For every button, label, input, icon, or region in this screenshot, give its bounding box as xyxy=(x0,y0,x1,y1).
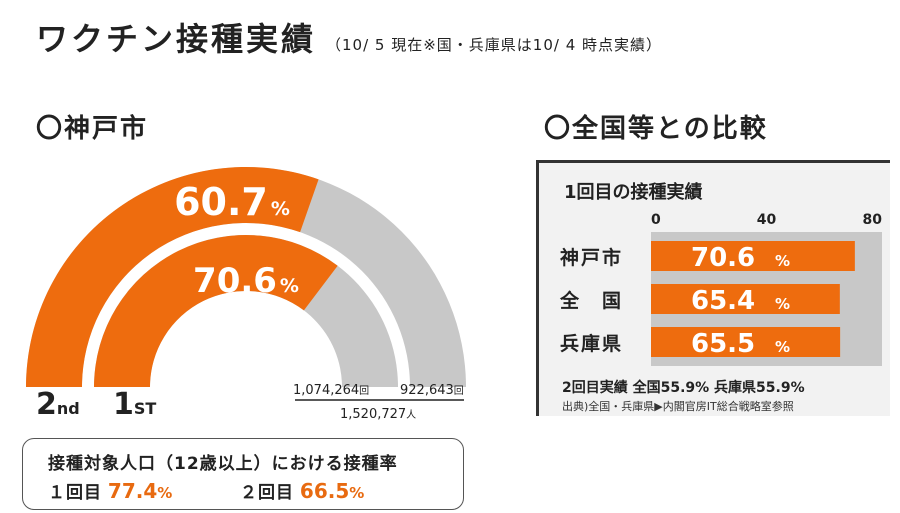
x-tick-label: 0 xyxy=(651,212,661,228)
second-dose-comparison-note: 2回目実績 全国55.9% 兵庫県55.9% xyxy=(562,380,805,396)
bar-chart-title: 1回目の接種実績 xyxy=(564,181,703,203)
page-subtitle: （10/ 5 現在※国・兵庫県は10/ 4 時点実績） xyxy=(326,36,663,54)
first-dose-count: 922,643回 xyxy=(400,383,464,398)
x-tick-label: 80 xyxy=(863,212,883,228)
second-dose-rate-label: ２回目 xyxy=(240,483,294,503)
inner-ring-value-label: 70.6% xyxy=(193,261,299,301)
category-label: 神戸市 xyxy=(560,246,623,269)
population-rate-box xyxy=(22,438,464,510)
first-dose-label: 1ST xyxy=(113,387,156,422)
population-rate-title: 接種対象人口（12歳以上）における接種率 xyxy=(48,454,398,474)
category-label: 全 国 xyxy=(559,289,623,312)
first-dose-rate-label: １回目 xyxy=(48,483,102,503)
second-dose-rate-value: 66.5 xyxy=(299,479,350,503)
kobe-gauge-chart: 60.7% 70.6% 2nd 1ST 1,074,264回 922,643回 … xyxy=(26,167,466,422)
second-dose-rate: ２回目 66.5% xyxy=(240,478,364,503)
outer-ring-unit: % xyxy=(271,198,290,220)
population-count: 1,520,727人 xyxy=(340,407,416,422)
bar-value-label: 65.4 xyxy=(691,286,755,316)
x-tick-label: 40 xyxy=(757,212,777,228)
inner-ring-unit: % xyxy=(280,275,299,297)
comparison-heading: 〇全国等との比較 xyxy=(544,114,768,144)
outer-ring-value-label: 60.7% xyxy=(174,180,290,224)
first-dose-rate-value: 77.4 xyxy=(107,479,158,503)
bar xyxy=(651,241,855,271)
second-dose-rate-unit: % xyxy=(349,484,365,502)
bar-unit-label: % xyxy=(775,295,790,313)
bar-value-label: 70.6 xyxy=(691,243,755,273)
bar xyxy=(651,327,841,357)
second-dose-count: 1,074,264回 xyxy=(293,383,369,398)
kobe-heading: 〇神戸市 xyxy=(36,114,149,144)
category-label: 兵庫県 xyxy=(560,332,623,355)
first-dose-bar-chart: 1回目の接種実績 0 40 80 神戸市 70.6 % 全 国 65.4 % 兵庫県 65.5% xyxy=(559,181,883,366)
outer-ring-value: 60.7 xyxy=(174,180,268,224)
first-dose-rate: １回目 77.4% xyxy=(48,478,172,503)
second-dose-label: 2nd xyxy=(36,387,80,422)
inner-ring-fill-1st xyxy=(94,235,338,387)
page-title-text: ワクチン接種実績 xyxy=(36,20,317,58)
outer-ring-fill-2nd xyxy=(26,167,319,387)
inner-ring-value: 70.6 xyxy=(193,261,277,301)
bar-unit-label: % xyxy=(775,252,790,270)
source-note: 出典)全国・兵庫県▶内閣官房IT総合戦略室参照 xyxy=(562,400,794,413)
page-title: ワクチン接種実績 （10/ 5 現在※国・兵庫県は10/ 4 時点実績） xyxy=(36,14,662,60)
bar-value-label: 65.5 xyxy=(691,329,755,359)
first-dose-rate-unit: % xyxy=(157,484,173,502)
bar-unit-label: % xyxy=(775,338,790,356)
bar xyxy=(651,284,840,314)
